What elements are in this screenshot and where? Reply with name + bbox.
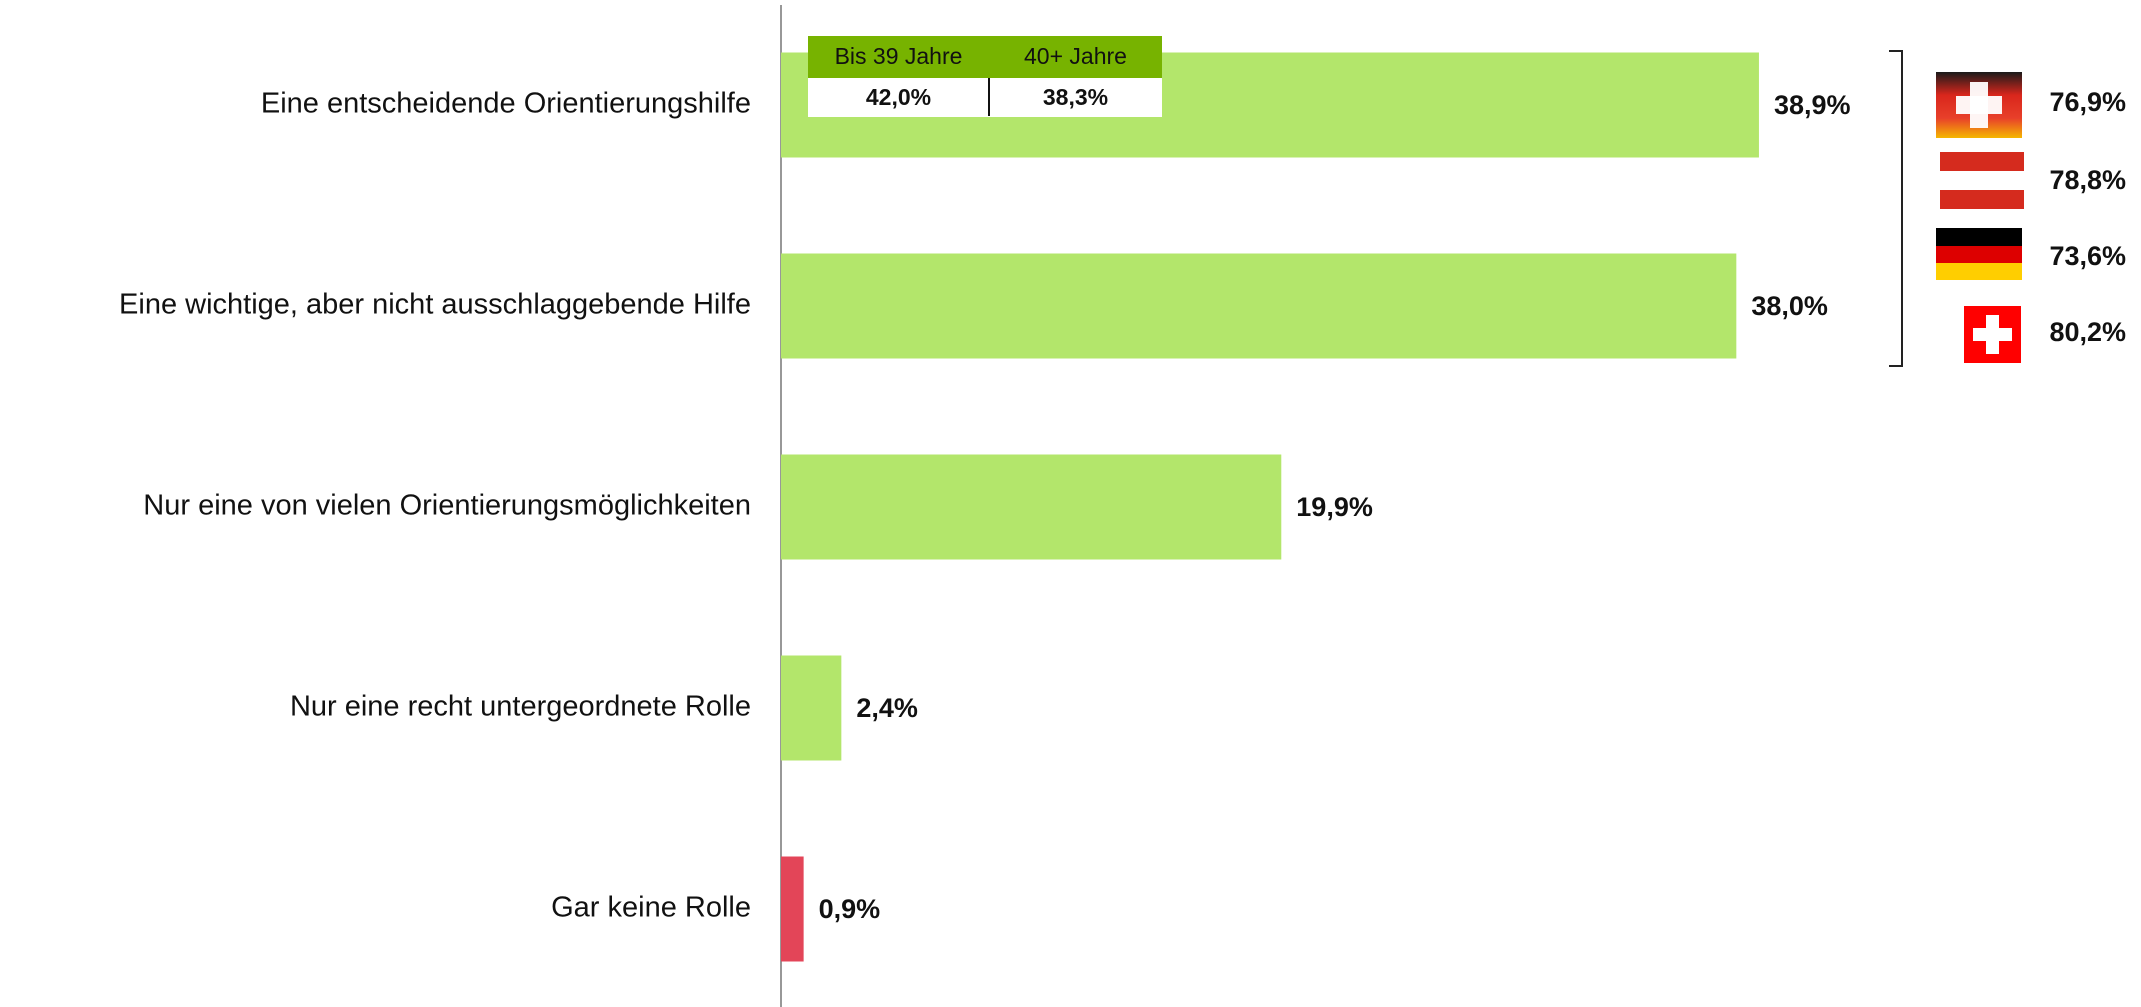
category-label: Nur eine von vielen Orientierungsmöglich… [143,490,751,522]
category-label: Eine entscheidende Orientierungshilfe [261,88,751,120]
bar [781,655,842,761]
bar [781,253,1737,359]
bar [781,454,1282,560]
table-body [808,78,1162,117]
value-label: 38,9% [1774,90,1851,120]
country-total: 80,2% [2049,317,2126,347]
flag-germany [1936,228,2022,280]
category-label: Gar keine Rolle [551,892,751,924]
value-label: 38,0% [1751,291,1828,321]
value-label: 2,4% [856,693,918,723]
country-total: 73,6% [2049,241,2126,271]
flag-austria [1940,152,2024,209]
category-label: Eine wichtige, aber nicht ausschlaggeben… [119,289,751,321]
flag-dach [1936,72,2022,138]
table-header [808,36,1162,78]
table-cell: 38,3% [1043,84,1108,110]
category-label: Nur eine recht untergeordnete Rolle [290,691,751,723]
value-label: 19,9% [1296,492,1373,522]
country-total: 78,8% [2049,165,2126,195]
table-column-header: Bis 39 Jahre [835,43,963,69]
table-column-header: 40+ Jahre [1024,43,1127,69]
bar [781,856,804,962]
table-cell: 42,0% [866,84,931,110]
country-total: 76,9% [2049,87,2126,117]
value-label: 0,9% [819,894,881,924]
flag-switzerland [1964,306,2021,363]
bracket [1889,50,1903,367]
